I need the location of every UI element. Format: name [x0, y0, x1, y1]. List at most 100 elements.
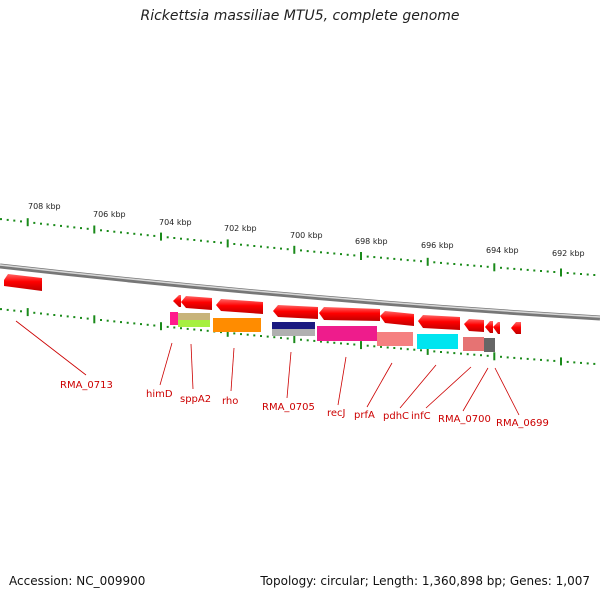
- gene-arrow-prfa[interactable]: [380, 311, 414, 326]
- lower-ruler-minor-tick: [326, 341, 329, 344]
- upper-ruler-minor-tick: [326, 251, 329, 254]
- gene-label-rma0700[interactable]: RMA_0700: [438, 414, 491, 425]
- gene-arrow-rho[interactable]: [216, 299, 263, 314]
- gene-label-himd[interactable]: himD: [146, 389, 173, 400]
- lower-ruler-minor-tick: [146, 323, 149, 326]
- lower-ruler-minor-tick: [546, 359, 549, 362]
- lower-ruler-minor-tick: [446, 351, 449, 354]
- gene-arrow-recj[interactable]: [319, 307, 380, 321]
- upper-ruler-minor-tick: [120, 231, 122, 234]
- lower-ruler-minor-tick: [473, 353, 476, 356]
- lower-ruler-minor-tick: [280, 336, 282, 339]
- lower-ruler-minor-tick: [240, 333, 242, 336]
- gene-arrow-rma0699[interactable]: [493, 322, 500, 334]
- upper-ruler-minor-tick: [513, 267, 516, 270]
- gene-label-rma0699[interactable]: RMA_0699: [496, 418, 549, 429]
- leader-line-infc: [425, 366, 472, 409]
- upper-ruler-minor-tick: [113, 230, 116, 233]
- upper-ruler-major-tick: [26, 218, 29, 227]
- upper-ruler-minor-tick: [546, 270, 549, 273]
- upper-ruler-minor-tick: [40, 222, 42, 225]
- gene-label-infc[interactable]: infC: [411, 411, 431, 422]
- upper-ruler-major-tick: [360, 252, 362, 260]
- gene-label-rho[interactable]: rho: [222, 396, 238, 407]
- lower-ruler-minor-tick: [200, 329, 202, 332]
- gene-arrow-rma0713[interactable]: [4, 274, 42, 291]
- upper-ruler-minor-tick: [253, 245, 256, 247]
- lower-ruler-minor-tick: [526, 357, 529, 360]
- lower-ruler-major-tick: [426, 346, 429, 355]
- upper-ruler-minor-tick: [413, 259, 416, 262]
- lower-ruler-minor-tick: [133, 322, 136, 325]
- gene-arrow-small[interactable]: [511, 322, 521, 334]
- lower-ruler-minor-tick: [20, 310, 22, 313]
- lower-ruler-minor-tick: [286, 337, 289, 340]
- upper-ruler: [0, 218, 596, 277]
- gene-label-recj[interactable]: recJ: [327, 408, 346, 419]
- gene-arrow-rma0705[interactable]: [273, 305, 318, 319]
- lower-ruler-minor-tick: [233, 332, 236, 335]
- lower-ruler-minor-tick: [433, 350, 436, 353]
- lower-ruler-minor-tick: [313, 339, 316, 342]
- gene-arrow-himd[interactable]: [173, 295, 181, 307]
- gene-arrow-rma0700[interactable]: [485, 321, 493, 333]
- upper-ruler-minor-tick: [153, 234, 156, 237]
- upper-ruler-minor-tick: [0, 218, 2, 221]
- lower-ruler-minor-tick: [40, 312, 42, 315]
- upper-ruler-minor-tick: [500, 266, 502, 269]
- upper-ruler-minor-tick: [13, 219, 16, 222]
- upper-ruler-minor-tick: [33, 221, 36, 224]
- upper-ruler-minor-tick: [386, 257, 389, 260]
- gene-label-rma0713[interactable]: RMA_0713: [60, 380, 113, 391]
- gene-arrow-infc[interactable]: [464, 319, 484, 332]
- upper-ruler-minor-tick: [540, 270, 542, 272]
- leader-line-himd: [159, 342, 173, 386]
- gene-label-sppa2[interactable]: sppA2: [180, 394, 211, 405]
- lower-ruler-minor-tick: [460, 352, 462, 355]
- lower-ruler-minor-tick: [300, 338, 302, 341]
- lower-ruler-minor-tick: [206, 329, 209, 332]
- upper-ruler-minor-tick: [240, 243, 242, 246]
- upper-ruler-minor-tick: [580, 273, 582, 275]
- gene-label-pdhc[interactable]: pdhC: [383, 411, 409, 422]
- upper-ruler-minor-tick: [173, 237, 176, 239]
- upper-ruler-minor-tick: [200, 239, 202, 242]
- upper-ruler-minor-tick: [186, 238, 189, 241]
- upper-ruler-major-tick: [226, 239, 229, 248]
- leader-line-recj: [337, 356, 347, 406]
- feature-block-sppa2-top: [178, 313, 210, 320]
- lower-ruler-minor-tick: [46, 313, 49, 316]
- lower-ruler-minor-tick: [173, 326, 176, 329]
- upper-ruler-major-tick: [426, 257, 429, 266]
- lower-ruler-minor-tick: [193, 328, 196, 331]
- lower-ruler-minor-tick: [126, 321, 129, 324]
- lower-ruler-minor-tick: [113, 320, 116, 323]
- upper-ruler-minor-tick: [346, 253, 349, 256]
- upper-ruler-minor-tick: [506, 267, 509, 270]
- gene-label-rma0705[interactable]: RMA_0705: [262, 402, 315, 413]
- lower-ruler-minor-tick: [506, 356, 509, 359]
- gene-label-prfa[interactable]: prfA: [354, 410, 375, 421]
- gene-arrow-sppa2[interactable]: [181, 296, 212, 310]
- upper-ruler-major-tick: [560, 268, 562, 277]
- lower-ruler-minor-tick: [120, 321, 122, 324]
- upper-ruler-minor-tick: [273, 246, 276, 249]
- upper-ruler-minor-tick: [380, 256, 382, 259]
- upper-ruler-minor-tick: [353, 254, 356, 257]
- feature-block-rma0705-bottom: [272, 329, 315, 336]
- lower-ruler-minor-tick: [100, 319, 102, 321]
- upper-ruler-minor-tick: [366, 255, 369, 258]
- leader-line-rma0713: [15, 320, 87, 376]
- ruler-label-708: 708 kbp: [28, 202, 61, 211]
- leader-line-pdhc: [399, 364, 437, 409]
- lower-ruler-minor-tick: [346, 342, 349, 345]
- lower-ruler-minor-tick: [400, 347, 402, 350]
- upper-ruler-major-tick: [93, 225, 96, 234]
- feature-block-prfa: [377, 332, 413, 346]
- gene-arrow-pdhc[interactable]: [418, 315, 460, 330]
- leader-lines: [15, 320, 520, 416]
- lower-ruler-minor-tick: [13, 309, 16, 312]
- upper-ruler-minor-tick: [166, 236, 169, 239]
- lower-ruler-minor-tick: [320, 340, 322, 343]
- gene-labels: RMA_0713 himD sppA2 rho RMA_0705 recJ pr…: [60, 380, 549, 429]
